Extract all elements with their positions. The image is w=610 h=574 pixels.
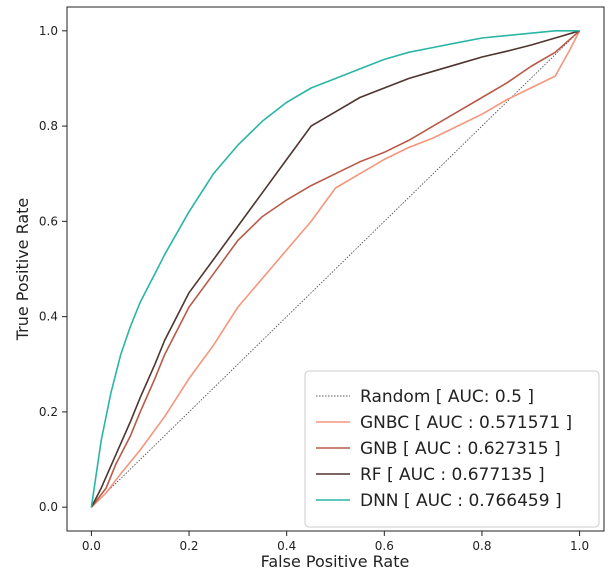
legend: Random [ AUC: 0.5 ] GNBC [ AUC : 0.571571… [304, 370, 600, 528]
y-tick-label: 1.0 [39, 24, 58, 38]
x-tick-label: 0.8 [472, 539, 491, 553]
y-tick-label: 0.8 [39, 119, 58, 133]
y-tick-label: 0.6 [39, 214, 58, 228]
legend-label-4: DNN [ AUC : 0.766459 ] [360, 491, 562, 511]
series-line-3 [90, 30, 580, 508]
y-tick-label: 0.4 [39, 310, 58, 324]
x-tick-label: 0.4 [277, 539, 296, 553]
y-tick-label: 0.2 [39, 405, 58, 419]
y-axis-ticks: 0.0 0.2 0.4 0.6 0.8 1.0 [39, 24, 67, 514]
legend-label-2: GNB [ AUC : 0.627315 ] [360, 439, 561, 459]
series-line-0 [91, 30, 580, 508]
legend-label-0: Random [ AUC: 0.5 ] [360, 387, 534, 407]
plot-frame [66, 6, 605, 532]
legend-label-3: RF [ AUC : 0.677135 ] [360, 465, 545, 485]
legend-label-1: GNBC [ AUC : 0.571571 ] [360, 413, 572, 433]
series-line-4 [90, 30, 580, 508]
x-tick-label: 0.2 [179, 539, 198, 553]
x-axis-title: False Positive Rate [261, 552, 410, 571]
y-axis-title: True Positive Rate [13, 198, 32, 342]
series-line-2 [90, 30, 581, 508]
series-line-1 [90, 30, 581, 508]
y-tick-label: 0.0 [39, 500, 58, 514]
x-tick-label: 1.0 [570, 539, 589, 553]
x-tick-label: 0.6 [375, 539, 394, 553]
x-tick-label: 0.0 [82, 539, 101, 553]
legend-items: Random [ AUC: 0.5 ] GNBC [ AUC : 0.571571… [316, 387, 572, 511]
x-axis-ticks: 0.0 0.2 0.4 0.6 0.8 1.0 [82, 531, 589, 553]
legend-box [304, 370, 600, 528]
plot-lines [90, 30, 581, 508]
